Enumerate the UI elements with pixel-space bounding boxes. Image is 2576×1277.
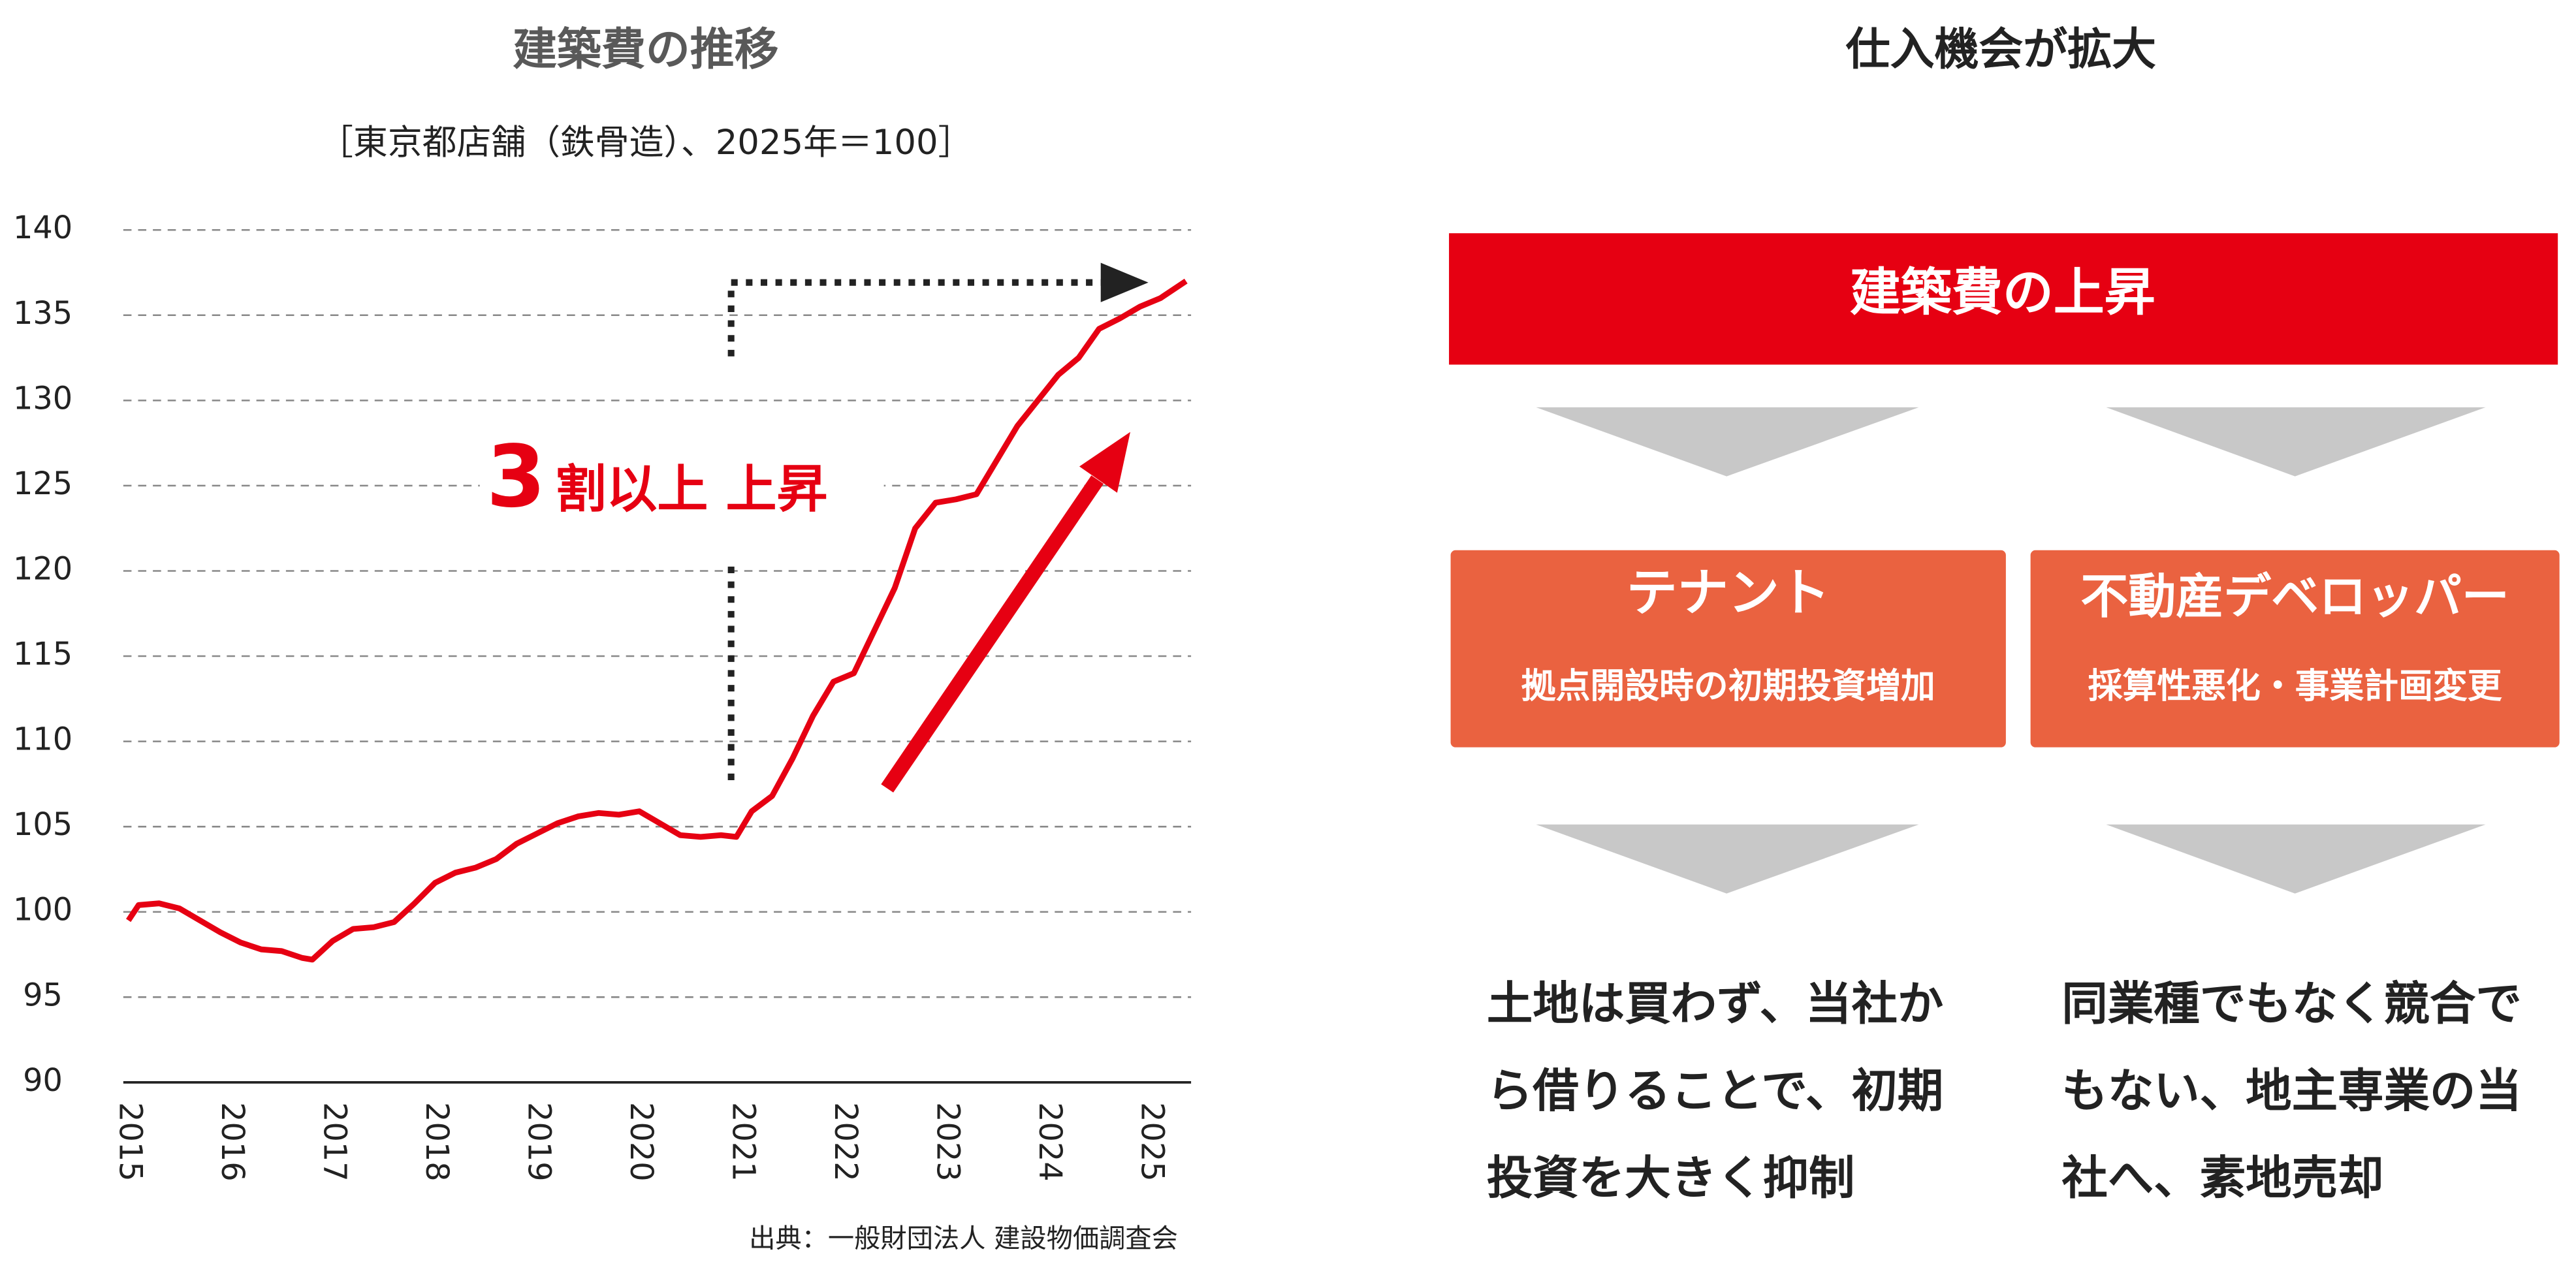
box-detail: 拠点開設時の初期投資増加 xyxy=(1521,667,1935,706)
x-tick-label: 2016 xyxy=(214,1102,250,1182)
annotation-number: 3 xyxy=(486,427,546,526)
left-box xyxy=(1450,550,2006,748)
right-box xyxy=(2030,550,2560,748)
y-tick-label: 120 xyxy=(13,551,72,587)
top-box xyxy=(1449,233,2558,365)
data-line xyxy=(125,278,1188,963)
box-heading: 不動産デベロッパー xyxy=(2080,569,2509,624)
top-box-text: 建築費の上昇 xyxy=(1850,263,2155,322)
x-tick-label: 2015 xyxy=(112,1102,148,1182)
x-tick-label: 2018 xyxy=(419,1102,454,1182)
chart-source: 出典：一般財団法人 建設物価調査会 xyxy=(749,1223,1178,1253)
y-tick-label: 110 xyxy=(13,722,72,758)
chart-title: 建築費の推移 xyxy=(513,24,778,76)
x-tick-label: 2020 xyxy=(623,1102,659,1182)
result-line: 社へ、素地売却 xyxy=(2061,1151,2383,1205)
down-arrow xyxy=(2106,407,2486,477)
arrow-head xyxy=(1100,262,1149,302)
result-line: 投資を大きく抑制 xyxy=(1487,1151,1855,1205)
rise-arrow-head xyxy=(1079,432,1130,493)
y-tick-label: 135 xyxy=(13,296,72,332)
result-line: 土地は買わず、当社か xyxy=(1487,977,1943,1031)
dotted-arrow xyxy=(727,279,1104,356)
down-arrow xyxy=(2106,824,2486,894)
y-tick-label: 130 xyxy=(13,381,72,417)
x-tick-label: 2017 xyxy=(317,1102,353,1182)
rise-arrow xyxy=(881,475,1104,793)
box-detail: 採算性悪化・事業計画変更 xyxy=(2088,667,2502,706)
y-tick-label: 95 xyxy=(23,977,63,1013)
y-tick-label: 100 xyxy=(13,892,72,928)
box-heading: テナント xyxy=(1627,564,1830,623)
y-tick-label: 90 xyxy=(23,1063,63,1099)
result-line: もない、地主専業の当 xyxy=(2061,1064,2521,1118)
diagram-title: 仕入機会が拡大 xyxy=(1846,24,2156,76)
down-arrow xyxy=(1536,824,1919,894)
result-line: 同業種でもなく競合で xyxy=(2061,977,2521,1031)
y-tick-label: 140 xyxy=(13,210,72,246)
result-line: ら借りることで、初期 xyxy=(1487,1064,1943,1118)
annotation-text: 割以上 上昇 xyxy=(555,460,827,519)
plot-area: 90 95 100 105 110 115 120 125 130 135 140 2015 2016 2… xyxy=(13,210,1192,1182)
y-tick-label: 125 xyxy=(13,466,72,502)
y-tick-label: 115 xyxy=(13,637,72,672)
x-tick-label: 2021 xyxy=(725,1102,761,1182)
down-arrow xyxy=(1536,407,1919,477)
x-tick-label: 2023 xyxy=(930,1102,966,1182)
x-tick-label: 2019 xyxy=(521,1102,557,1182)
chart-subtitle: ［東京都店舗（鉄骨造）、2025年＝100］ xyxy=(319,123,972,163)
x-tick-label: 2024 xyxy=(1032,1102,1068,1182)
y-tick-label: 105 xyxy=(13,807,72,843)
x-tick-label: 2022 xyxy=(827,1102,863,1182)
x-tick-label: 2025 xyxy=(1134,1102,1169,1182)
annotation-bg xyxy=(479,430,884,529)
